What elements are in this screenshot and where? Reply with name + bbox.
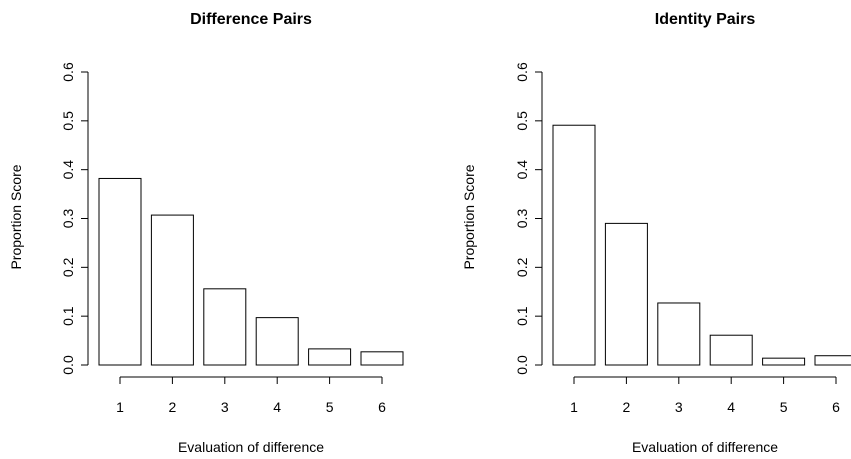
y-tick-label: 0.3 — [514, 209, 530, 229]
y-tick-label: 0.6 — [514, 62, 530, 82]
bar-4 — [709, 334, 753, 366]
bar-series — [98, 177, 404, 366]
y-tick-label: 0.2 — [60, 257, 76, 277]
bar-3 — [657, 302, 701, 366]
bar-1 — [98, 177, 142, 366]
bar-3 — [203, 288, 247, 366]
x-axis-label: Evaluation of difference — [178, 439, 324, 455]
y-tick-label: 0.3 — [60, 209, 76, 229]
bar-6 — [360, 351, 404, 366]
y-tick-label: 0.6 — [60, 62, 76, 82]
y-tick-label: 0.4 — [514, 160, 530, 180]
x-tick-label: 1 — [116, 399, 124, 415]
x-tick-label: 2 — [623, 399, 631, 415]
x-tick-label: 5 — [780, 399, 788, 415]
bar-6 — [814, 355, 851, 366]
x-tick-label: 4 — [273, 399, 281, 415]
x-tick-label: 2 — [169, 399, 177, 415]
y-tick-label: 0.0 — [60, 355, 76, 375]
x-tick-label: 3 — [221, 399, 229, 415]
x-axis: 1 2 3 4 5 6 — [116, 376, 386, 415]
y-axis: 0.0 0.1 0.2 0.3 0.4 0.5 0.6 — [60, 62, 89, 375]
bar-5 — [308, 348, 352, 366]
chart-title: Identity Pairs — [655, 11, 756, 28]
y-axis-label: Proportion Score — [8, 164, 24, 269]
y-tick-label: 0.2 — [514, 257, 530, 277]
y-tick-label: 0.4 — [60, 160, 76, 180]
y-tick-label: 0.5 — [60, 111, 76, 131]
bar-2 — [604, 222, 648, 366]
chart-panel-identity-pairs: Identity Pairs Evaluation of difference … — [461, 11, 851, 455]
x-tick-label: 1 — [570, 399, 578, 415]
bar-2 — [150, 214, 194, 366]
x-tick-label: 6 — [378, 399, 386, 415]
x-tick-label: 3 — [675, 399, 683, 415]
x-tick-label: 5 — [326, 399, 334, 415]
y-axis: 0.0 0.1 0.2 0.3 0.4 0.5 0.6 — [514, 62, 543, 375]
bar-1 — [552, 124, 596, 366]
bar-4 — [255, 317, 299, 366]
y-tick-label: 0.1 — [60, 306, 76, 326]
bar-series — [552, 124, 851, 366]
chart-panel-difference-pairs: Difference Pairs Evaluation of differenc… — [8, 11, 404, 455]
x-tick-label: 4 — [727, 399, 735, 415]
y-tick-label: 0.5 — [514, 111, 530, 131]
y-tick-label: 0.1 — [514, 306, 530, 326]
x-axis: 1 2 3 4 5 6 — [570, 376, 840, 415]
x-tick-label: 6 — [832, 399, 840, 415]
y-tick-label: 0.0 — [514, 355, 530, 375]
y-axis-label: Proportion Score — [461, 164, 477, 269]
bar-5 — [762, 357, 806, 366]
x-axis-label: Evaluation of difference — [632, 439, 778, 455]
chart-title: Difference Pairs — [190, 11, 312, 28]
